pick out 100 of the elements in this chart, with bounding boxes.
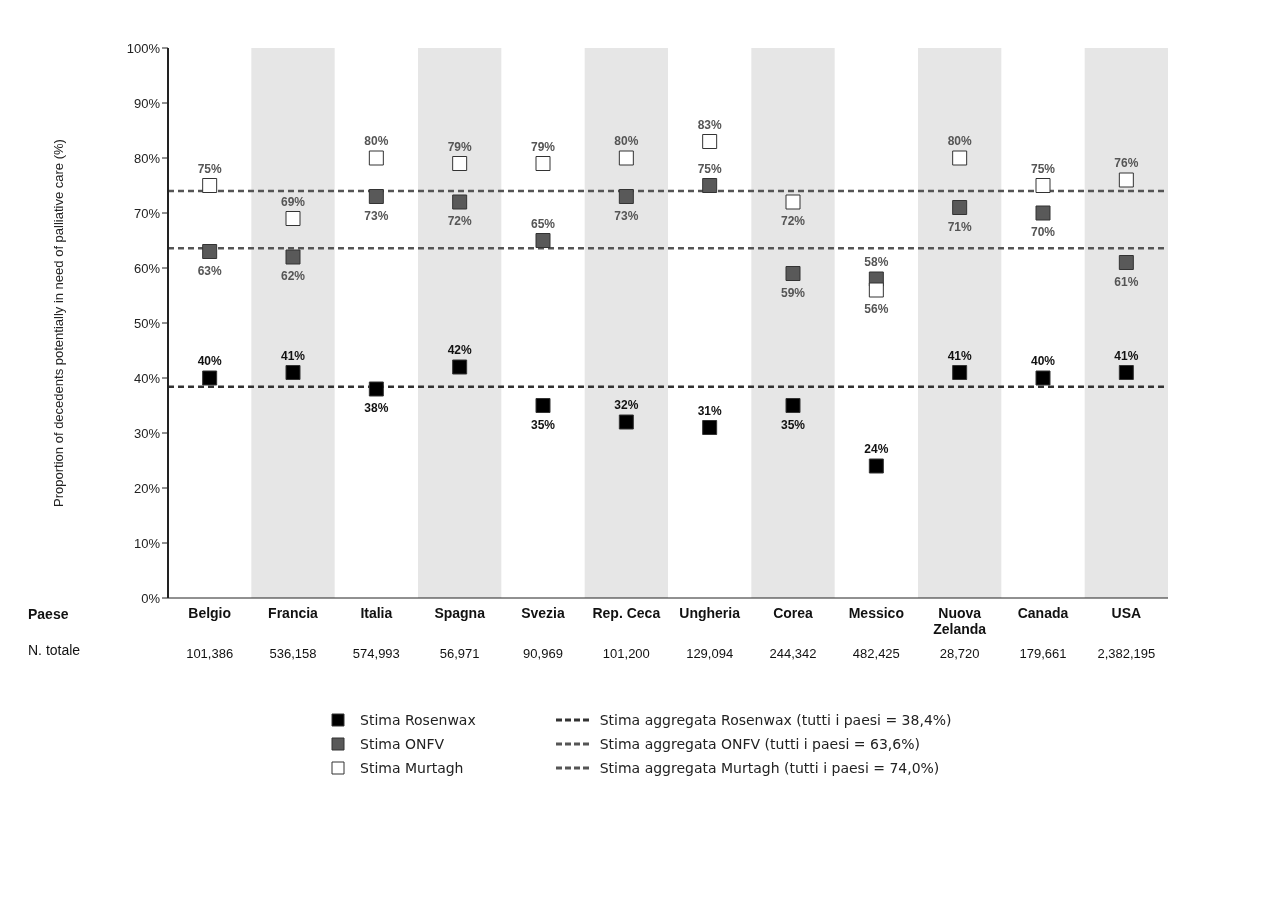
- x-tick-label: Spagna: [434, 605, 486, 621]
- data-label: 80%: [614, 134, 639, 148]
- data-label: 75%: [697, 161, 722, 176]
- point: [535, 398, 551, 413]
- text: 482,425: [852, 646, 900, 661]
- data-label: 69%: [280, 194, 306, 209]
- data-label: 63%: [197, 263, 222, 278]
- legend-label: Stima aggregata ONFV (tutti i paesi = 63,6%): [598, 735, 921, 754]
- text: 56,971: [439, 646, 480, 661]
- text: 536,158: [269, 646, 317, 661]
- point: [285, 211, 301, 226]
- y-tick-label: 100%: [126, 40, 161, 56]
- point: [535, 233, 551, 248]
- data-label: 41%: [1114, 348, 1139, 363]
- data-label: 38%: [364, 401, 389, 415]
- point: [618, 150, 634, 166]
- data-label: 80%: [947, 134, 972, 148]
- data-label: 31%: [697, 403, 722, 418]
- y-tick-label: 20%: [133, 480, 161, 496]
- x-tick-label: USA: [1111, 605, 1142, 621]
- point: [1035, 370, 1051, 386]
- data-label: 32%: [614, 398, 639, 412]
- point: [702, 178, 718, 193]
- point: [952, 365, 968, 380]
- data-label: 83%: [697, 117, 722, 132]
- point: [868, 282, 884, 298]
- point: [452, 359, 468, 375]
- data-label: 24%: [864, 442, 889, 456]
- point: [785, 398, 801, 413]
- data-label: 71%: [947, 219, 972, 234]
- y-tick-label: 90%: [133, 95, 161, 111]
- x-tick-label: Rep. Ceca: [592, 605, 661, 621]
- point: [618, 414, 634, 430]
- text: N. totale: [28, 642, 81, 658]
- point: [952, 150, 968, 166]
- x-tick-label: Messico: [848, 605, 904, 621]
- x-tick-label: Canada: [1017, 605, 1069, 621]
- text: 179,661: [1019, 646, 1067, 661]
- text: 129,094: [686, 646, 734, 661]
- point: [202, 370, 218, 386]
- point: [285, 249, 301, 265]
- data-label: 41%: [280, 348, 306, 363]
- point: [868, 458, 884, 474]
- point: [952, 200, 968, 215]
- data-label: 65%: [530, 216, 556, 231]
- legend-label: Stima Murtagh: [359, 759, 465, 778]
- data-label: 79%: [530, 139, 556, 154]
- point: [1118, 365, 1134, 380]
- legend-label: Stima ONFV: [359, 735, 446, 754]
- text: 2,382,195: [1097, 646, 1156, 661]
- data-label: 40%: [197, 354, 222, 368]
- y-axis-title: Proportion of decedents potentially in need of palliative care (%): [50, 139, 66, 507]
- data-label: 35%: [530, 417, 556, 432]
- data-label: 75%: [1030, 161, 1056, 176]
- y-tick-label: 0%: [141, 590, 161, 606]
- data-label: 56%: [864, 302, 889, 316]
- point: [1118, 255, 1134, 270]
- data-label: 58%: [864, 255, 889, 269]
- x-tick-label: Belgio: [188, 605, 232, 621]
- y-tick-label: 40%: [133, 370, 161, 386]
- y-tick-label: 80%: [133, 150, 161, 166]
- x-tick-label: Nuova Zelanda: [933, 605, 987, 637]
- point: [785, 194, 801, 210]
- data-label: 76%: [1114, 156, 1139, 170]
- y-tick-label: 10%: [133, 535, 161, 551]
- data-label: 73%: [614, 208, 639, 223]
- data-label: 62%: [280, 269, 306, 283]
- text: 28,720: [939, 646, 980, 661]
- point: [702, 420, 718, 435]
- y-tick-label: 50%: [133, 315, 161, 331]
- data-label: 75%: [197, 161, 222, 176]
- x-tick-label: Corea: [773, 605, 814, 621]
- data-label: 61%: [1114, 274, 1139, 289]
- text: 101,200: [602, 646, 650, 661]
- y-tick-label: 70%: [133, 205, 161, 221]
- data-label: 70%: [1030, 225, 1056, 239]
- point: [1035, 205, 1051, 221]
- text: 574,993: [352, 646, 400, 661]
- text: Paese: [28, 606, 69, 622]
- data-label: 72%: [447, 214, 472, 228]
- y-tick-label: 30%: [133, 425, 161, 441]
- legend-label: Stima aggregata Rosenwax (tutti i paesi = 38,4%): [598, 711, 952, 730]
- x-tick-label: Ungheria: [679, 605, 741, 621]
- legend-label: Stima Rosenwax: [359, 711, 476, 730]
- x-tick-label: Francia: [268, 605, 319, 621]
- data-label: 79%: [447, 139, 472, 154]
- data-label: 40%: [1030, 354, 1056, 368]
- point: [1118, 172, 1134, 188]
- text: 90,969: [523, 646, 563, 661]
- point: [452, 194, 468, 210]
- point: [785, 266, 801, 281]
- data-label: 41%: [947, 348, 972, 363]
- point: [285, 365, 301, 380]
- x-tick-label: Italia: [360, 605, 393, 621]
- x-tick-label: Svezia: [521, 605, 565, 621]
- text: 244,342: [769, 646, 817, 661]
- data-label: 42%: [447, 343, 472, 357]
- data-label: 35%: [780, 417, 806, 432]
- point: [452, 156, 468, 171]
- point: [618, 189, 634, 204]
